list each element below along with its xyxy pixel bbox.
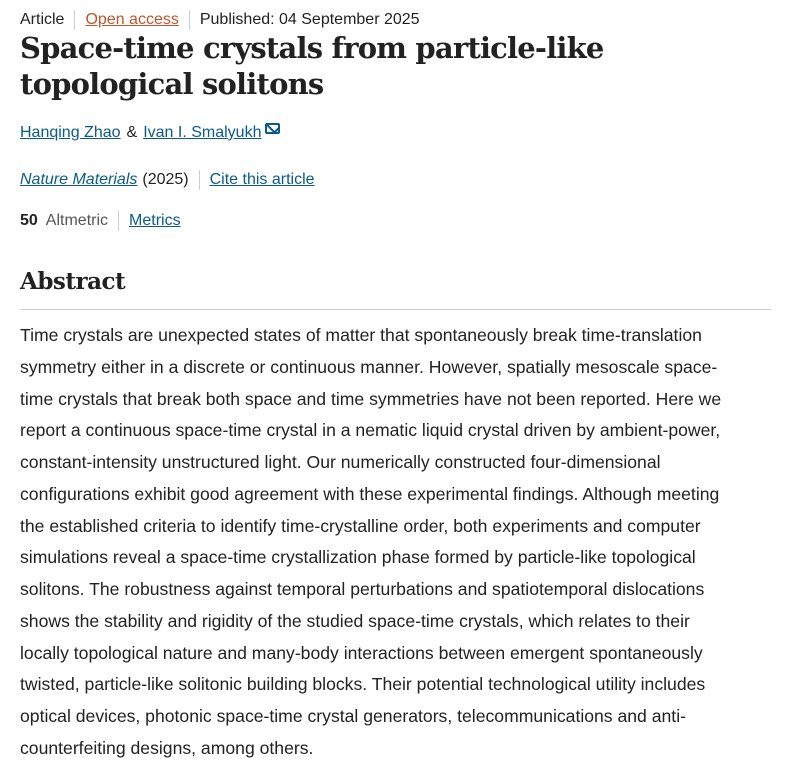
journal-year: (2025) bbox=[142, 171, 189, 188]
abstract-line: time crystals that break both space and … bbox=[20, 388, 722, 409]
abstract-line: shows the stability and rigidity of the … bbox=[20, 610, 690, 631]
author-separator: & bbox=[126, 124, 138, 141]
abstract-line: counterfeiting designs, among others. bbox=[20, 737, 314, 758]
open-access-link[interactable]: Open access bbox=[85, 11, 179, 28]
divider bbox=[74, 10, 76, 30]
abstract-line: locally topological nature and many-body… bbox=[20, 642, 703, 663]
divider bbox=[20, 309, 771, 310]
abstract-line: the established criteria to identify tim… bbox=[20, 515, 701, 536]
altmetric-score: 50 bbox=[20, 212, 38, 229]
abstract-line: constant-intensity unstructured light. O… bbox=[20, 452, 661, 472]
author-link[interactable]: Hanqing Zhao bbox=[20, 124, 121, 141]
journal-name: Nature Materials bbox=[20, 171, 138, 188]
metrics-bar: 50 Altmetric Metrics bbox=[20, 211, 181, 231]
journal-info: Nature Materials (2025) Cite this articl… bbox=[20, 170, 315, 190]
journal-link[interactable]: Nature Materials bbox=[20, 171, 137, 189]
abstract-text: Time crystals are unexpected states of m… bbox=[20, 320, 800, 765]
divider bbox=[118, 211, 120, 231]
metrics-link[interactable]: Metrics bbox=[129, 212, 181, 229]
published-date: Published: 04 September 2025 bbox=[199, 11, 420, 28]
divider bbox=[188, 10, 190, 30]
abstract-line: configurations exhibit good agreement wi… bbox=[20, 483, 720, 504]
abstract-line: solitons. The robustness against tempora… bbox=[20, 579, 705, 599]
author-list: Hanqing Zhao & Ivan I. Smalyukh bbox=[20, 122, 281, 142]
article-type: Article bbox=[20, 11, 65, 28]
divider bbox=[198, 170, 200, 190]
mail-icon[interactable] bbox=[265, 122, 281, 134]
abstract-line: report a continuous space-time crystal i… bbox=[20, 420, 721, 441]
cite-link[interactable]: Cite this article bbox=[209, 171, 315, 188]
abstract-line: twisted, particle-like solitonic buildin… bbox=[20, 674, 706, 695]
article-meta: Article Open access Published: 04 Septem… bbox=[20, 10, 420, 30]
abstract-heading: Abstract bbox=[20, 268, 126, 295]
altmetric-label: Altmetric bbox=[45, 212, 109, 229]
abstract-line: optical devices, photonic space-time cry… bbox=[20, 706, 686, 726]
abstract-line: simulations reveal a space-time crystall… bbox=[20, 547, 696, 568]
article-title: Space-time crystals from particle-like t… bbox=[20, 31, 604, 101]
abstract-line: symmetry either in a discrete or continu… bbox=[20, 356, 718, 377]
author-link[interactable]: Ivan I. Smalyukh bbox=[143, 124, 262, 141]
abstract-line: Time crystals are unexpected states of m… bbox=[20, 325, 702, 345]
